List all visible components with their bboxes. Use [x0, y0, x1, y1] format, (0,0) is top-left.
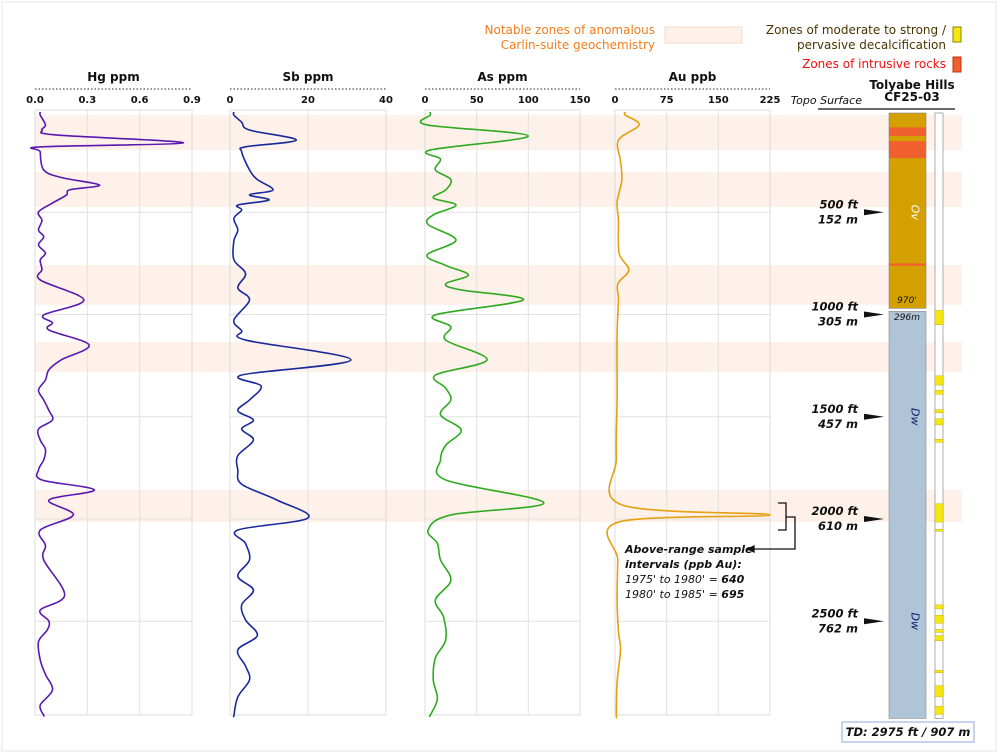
tick-label: 0.6 [131, 95, 149, 106]
total-depth-label: TD: 2975 ft / 907 m [846, 725, 971, 739]
tick-label: 0 [227, 95, 234, 106]
legend-anomaly-swatch [664, 26, 743, 44]
tick-label: 0 [612, 95, 619, 106]
series-line-au [606, 111, 771, 719]
depth-label-ft: 1500 ft [811, 402, 858, 416]
panel-as: 0 50 100 150 As ppm [419, 70, 591, 718]
depth-arrow-icon [864, 413, 884, 420]
legend-decal-swatch [952, 26, 962, 43]
depth-arrow-icon [864, 209, 884, 216]
lithology-unit-dw [888, 311, 927, 719]
tick-label: 100 [518, 95, 539, 106]
depth-arrow-icon [864, 311, 884, 318]
decalcification-interval [934, 439, 944, 443]
series-line-hg [30, 111, 185, 717]
decalcification-interval [934, 629, 944, 633]
panel-au: 0 75 150 225 Au ppb [606, 70, 781, 719]
intrusive-interval [889, 263, 926, 266]
decalcification-track [934, 112, 944, 719]
panel-title: Sb ppm [282, 70, 333, 84]
depth-label-ft: 500 ft [819, 197, 858, 211]
decalcification-interval [934, 310, 944, 325]
depth-arrow-icon [864, 618, 884, 625]
annotation-row-2: 1980' to 1985' = 695 [625, 588, 745, 601]
decalcification-interval [934, 670, 944, 673]
panel-frame [34, 109, 193, 716]
panel-title: Hg ppm [87, 70, 140, 84]
depth-label-m: 457 m [817, 417, 858, 431]
legend-anomaly-text-1: Notable zones of anomalous [485, 23, 655, 37]
decalcification-interval [934, 635, 944, 641]
above-range-bracket [746, 502, 796, 554]
tick-label: 0.3 [78, 95, 96, 106]
decalcification-interval [934, 418, 944, 426]
panel-frame [424, 109, 581, 716]
decalcification-interval [934, 604, 944, 610]
series-line-as [419, 111, 545, 718]
contact-depth-m: 296m [894, 313, 920, 323]
anomaly-zone [35, 341, 962, 372]
panel-hg: 0.0 0.3 0.6 0.9 Hg ppm [26, 70, 201, 717]
annotation-line-1: Above-range sample [624, 543, 753, 556]
lithology-label: Dw [909, 408, 922, 425]
decalcification-interval [934, 705, 944, 715]
anomaly-zone [35, 171, 962, 207]
tick-label: 75 [660, 95, 674, 106]
annotation-row-1: 1975' to 1980' = 640 [625, 573, 745, 586]
depth-label-ft: 1000 ft [811, 300, 858, 314]
lithology-label: Ov [909, 205, 922, 221]
depth-label-m: 152 m [818, 212, 858, 226]
panel-sb: 0 20 40 Sb ppm [227, 70, 393, 718]
decalcification-interval [934, 529, 944, 532]
tick-label: 0.9 [183, 95, 201, 106]
depth-label-m: 610 m [818, 519, 858, 533]
hole-name: Tolyabe Hills [869, 78, 954, 92]
anomaly-zone [35, 489, 962, 523]
contact-depth-ft: 970' [897, 296, 917, 306]
panel-title: As ppm [477, 70, 527, 84]
legend-decal-text-2: pervasive decalcification [797, 38, 946, 52]
lithology-label: Dw [909, 613, 922, 630]
legend-anomaly-text-2: Carlin-suite geochemistry [501, 38, 655, 52]
panel-frame [614, 109, 771, 716]
depth-label-ft: 2500 ft [811, 606, 858, 620]
intrusive-interval [889, 127, 926, 136]
decalcification-interval [934, 409, 944, 413]
annotation-line-2: intervals (ppb Au): [625, 558, 742, 571]
tick-label: 40 [379, 95, 393, 106]
depth-arrow-icon [864, 516, 884, 522]
tick-label: 20 [301, 95, 315, 106]
intrusive-interval [889, 141, 926, 159]
legend-decal-text-1: Zones of moderate to strong / [766, 23, 947, 37]
decalcification-interval [934, 389, 944, 395]
anomaly-zone [35, 265, 962, 305]
tick-label: 0.0 [26, 95, 44, 106]
topo-surface-label: Topo Surface [791, 94, 862, 107]
decalcification-interval [934, 614, 944, 624]
hole-id: CF25-03 [884, 90, 939, 104]
decalcification-interval [934, 503, 944, 523]
tick-label: 150 [708, 95, 729, 106]
tick-label: 150 [570, 95, 591, 106]
total-depth-box [841, 721, 975, 743]
legend-intrusive-swatch [952, 56, 962, 73]
panel-title: Au ppb [669, 70, 717, 84]
decalcification-interval [934, 375, 944, 386]
depth-label-m: 305 m [818, 315, 858, 329]
tick-label: 225 [760, 95, 781, 106]
tick-label: 50 [470, 95, 484, 106]
depth-label-ft: 2000 ft [811, 504, 858, 518]
depth-label-m: 762 m [818, 621, 858, 635]
anomaly-zone [35, 115, 962, 151]
tick-label: 0 [422, 95, 429, 106]
decalcification-interval [934, 685, 944, 698]
series-line-sb [232, 111, 352, 718]
legend-intrusive-text: Zones of intrusive rocks [802, 57, 946, 71]
